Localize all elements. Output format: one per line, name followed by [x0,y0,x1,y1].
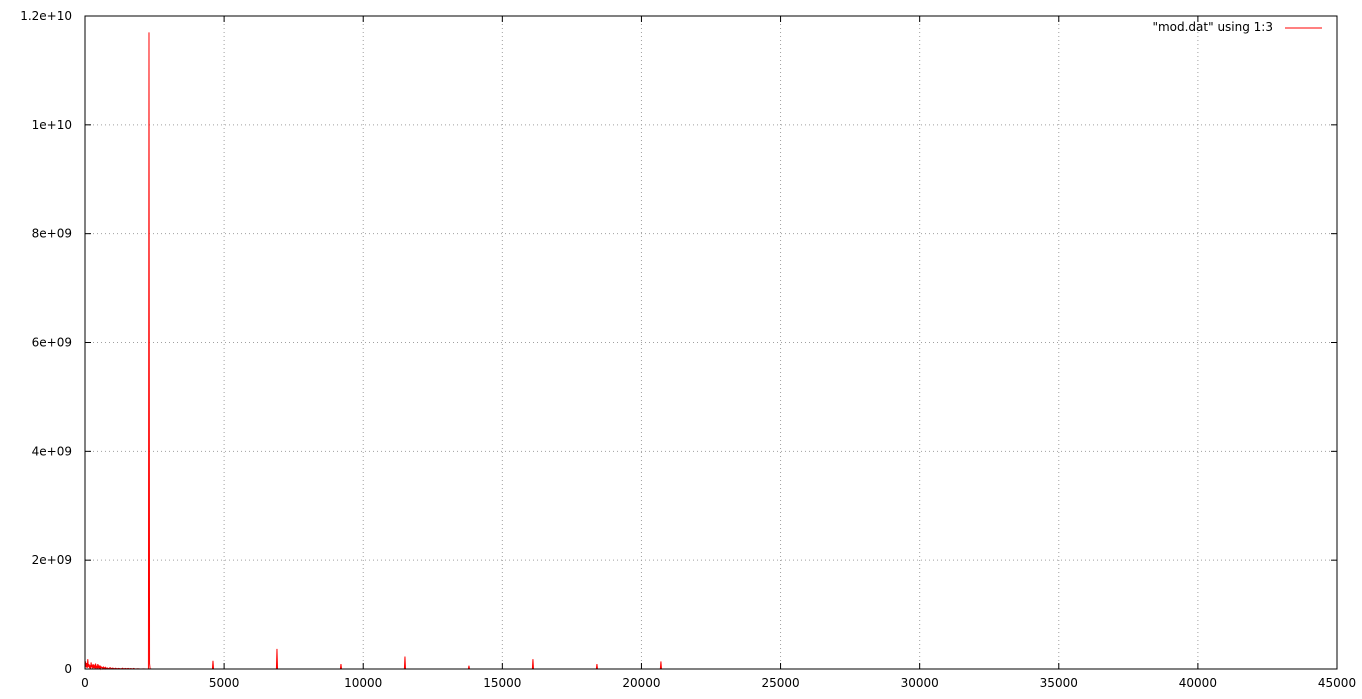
y-tick-label: 0 [64,662,72,676]
x-axis-tick-labels: 0 5000 10000 15000 20000 25000 30000 35000 40000… [81,676,1356,690]
x-tick-label: 30000 [901,676,939,690]
legend: "mod.dat" using 1:3 [1152,20,1322,34]
legend-label: "mod.dat" using 1:3 [1152,20,1273,34]
y-tick-label: 4e+09 [32,444,72,458]
series-line-0 [85,32,1337,669]
x-tick-label: 0 [81,676,89,690]
y-tick-label: 8e+09 [32,227,72,241]
x-tick-label: 40000 [1179,676,1217,690]
y-tick-label: 1e+10 [32,118,72,132]
grid-lines [85,16,1337,669]
x-tick-label: 10000 [344,676,382,690]
y-tick-label: 2e+09 [32,553,72,567]
x-tick-label: 5000 [209,676,240,690]
x-tick-label: 45000 [1318,676,1356,690]
x-tick-label: 25000 [761,676,799,690]
x-tick-label: 15000 [483,676,521,690]
x-tick-label: 20000 [622,676,660,690]
series-layer [85,32,1337,669]
y-axis-tick-labels: 0 2e+09 4e+09 6e+09 8e+09 1e+10 1.2e+10 [20,9,72,676]
x-tick-label: 35000 [1040,676,1078,690]
y-tick-label: 1.2e+10 [20,9,72,23]
y-tick-label: 6e+09 [32,336,72,350]
